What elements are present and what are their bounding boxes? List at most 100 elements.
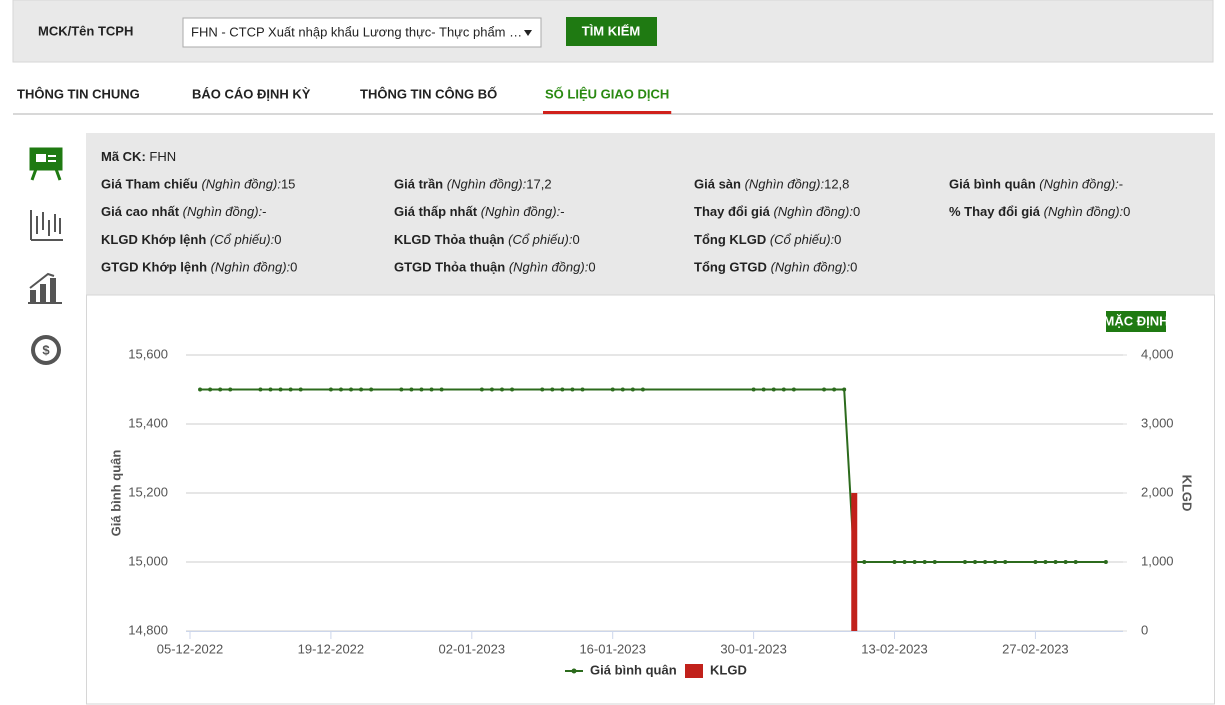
search-button[interactable]: [566, 17, 657, 46]
price-point: [822, 387, 827, 392]
price-point: [781, 387, 786, 392]
price-point: [580, 387, 585, 392]
x-tick-label: 19-12-2022: [298, 641, 365, 656]
icon-candles[interactable]: [30, 210, 63, 241]
price-point: [862, 560, 867, 564]
info-field: Giá sàn (Nghìn đồng):12,8: [694, 177, 849, 192]
info-value: 0: [850, 260, 857, 275]
price-point: [560, 387, 565, 392]
price-point: [610, 387, 615, 392]
side-icons: $: [28, 147, 63, 365]
price-point: [570, 387, 575, 392]
info-value: 12,8: [824, 177, 849, 192]
stock-select[interactable]: [182, 17, 542, 48]
price-point: [993, 560, 998, 564]
icon-growth[interactable]: [28, 272, 62, 304]
info-unit: (Nghìn đồng):: [1044, 205, 1124, 220]
legend-label[interactable]: KLGD: [710, 662, 747, 677]
price-point: [338, 387, 343, 392]
select-arrow[interactable]: [524, 30, 532, 36]
info-label: KLGD Khớp lệnh: [101, 232, 206, 247]
info-unit: (Nghìn đồng):: [211, 260, 291, 275]
tab[interactable]: SỐ LIỆU GIAO DỊCH: [545, 86, 669, 101]
price-line: [200, 388, 1106, 563]
price-point: [479, 387, 484, 392]
price-point: [288, 387, 293, 392]
price-point: [973, 560, 978, 564]
info-field: GTGD Thỏa thuận (Nghìn đồng):0: [394, 260, 596, 275]
legend-label[interactable]: Giá bình quân: [590, 662, 677, 677]
x-tick-label: 27-02-2023: [1002, 641, 1069, 656]
info-value: 17,2: [526, 177, 551, 192]
tab[interactable]: THÔNG TIN CHUNG: [17, 86, 140, 101]
price-point: [419, 387, 424, 392]
info-field: KLGD Khớp lệnh (Cổ phiếu):0: [101, 232, 281, 247]
icon-overview[interactable]: [29, 147, 63, 181]
info-label: Giá thấp nhất: [394, 205, 478, 220]
info-unit: (Nghìn đồng):: [201, 177, 281, 192]
info-label: Giá trần: [394, 177, 443, 192]
tab[interactable]: BÁO CÁO ĐỊNH KỲ: [192, 86, 311, 101]
price-point: [962, 560, 967, 564]
price-point: [369, 387, 374, 392]
price-point: [228, 387, 233, 392]
price-point: [399, 387, 404, 392]
price-point: [298, 387, 303, 392]
price-point: [359, 387, 364, 392]
info-unit: (Nghìn đồng):: [183, 205, 263, 220]
price-point: [258, 387, 263, 392]
info-field: Tổng GTGD (Nghìn đồng):0: [694, 260, 857, 275]
price-point: [429, 387, 434, 392]
price-point: [550, 387, 555, 392]
info-field: Giá Tham chiếu (Nghìn đồng):15: [101, 177, 295, 192]
info-field: % Thay đổi giá (Nghìn đồng):0: [949, 205, 1130, 220]
legend-swatch: [685, 664, 703, 678]
info-unit: (Cổ phiếu):: [770, 232, 835, 247]
info-field: Mã CK: FHN: [101, 149, 176, 164]
price-point: [328, 387, 333, 392]
price-point: [983, 560, 988, 564]
info-unit: (Nghìn đồng):: [773, 205, 853, 220]
info-unit: (Cổ phiếu):: [210, 232, 275, 247]
price-point: [912, 560, 917, 564]
search-button-text[interactable]: TÌM KIẾM: [582, 23, 641, 38]
info-field: Giá cao nhất (Nghìn đồng):-: [101, 205, 267, 220]
info-unit: (Nghìn đồng):: [509, 260, 589, 275]
info-label: Giá bình quân: [949, 177, 1036, 192]
y-tick-label: 14,800: [128, 622, 168, 637]
y2-tick-label: 1,000: [1141, 553, 1174, 568]
price-point: [1053, 560, 1058, 564]
info-value: 0: [1123, 205, 1130, 220]
icon-money[interactable]: $: [31, 335, 61, 365]
info-unit: (Nghìn đồng):: [745, 177, 825, 192]
info-panel: [86, 133, 1215, 295]
info-field: Tổng KLGD (Cổ phiếu):0: [694, 232, 841, 247]
y2-axis-title: KLGD: [1180, 475, 1195, 512]
price-point: [208, 387, 213, 392]
info-unit: (Nghìn đồng):: [481, 205, 561, 220]
info-field: Thay đổi giá (Nghìn đồng):0: [694, 205, 860, 220]
x-tick-label: 13-02-2023: [861, 641, 928, 656]
price-point: [349, 387, 354, 392]
tab[interactable]: THÔNG TIN CÔNG BỐ: [360, 86, 497, 101]
y2-tick-label: 3,000: [1141, 415, 1174, 430]
reset-button-text[interactable]: MẶC ĐỊNH: [1104, 313, 1169, 328]
info-label: Giá sàn: [694, 177, 741, 192]
search-label: MCK/Tên TCPH: [38, 23, 133, 38]
price-point: [540, 387, 545, 392]
y-tick-label: 15,000: [128, 553, 168, 568]
y-tick-label: 15,200: [128, 484, 168, 499]
info-label: Tổng GTGD: [694, 260, 767, 275]
reset-button[interactable]: [1106, 311, 1166, 332]
info-unit: (Nghìn đồng):: [771, 260, 851, 275]
stock-select-text[interactable]: FHN - CTCP Xuất nhập khẩu Lương thực- Th…: [191, 24, 522, 39]
info-value: 0: [572, 232, 579, 247]
y2-tick-label: 0: [1141, 622, 1148, 637]
info-value: FHN: [149, 149, 176, 164]
info-label: Tổng KLGD: [694, 232, 766, 247]
x-tick-label: 30-01-2023: [720, 641, 787, 656]
y2-tick-label: 2,000: [1141, 484, 1174, 499]
price-point: [791, 387, 796, 392]
